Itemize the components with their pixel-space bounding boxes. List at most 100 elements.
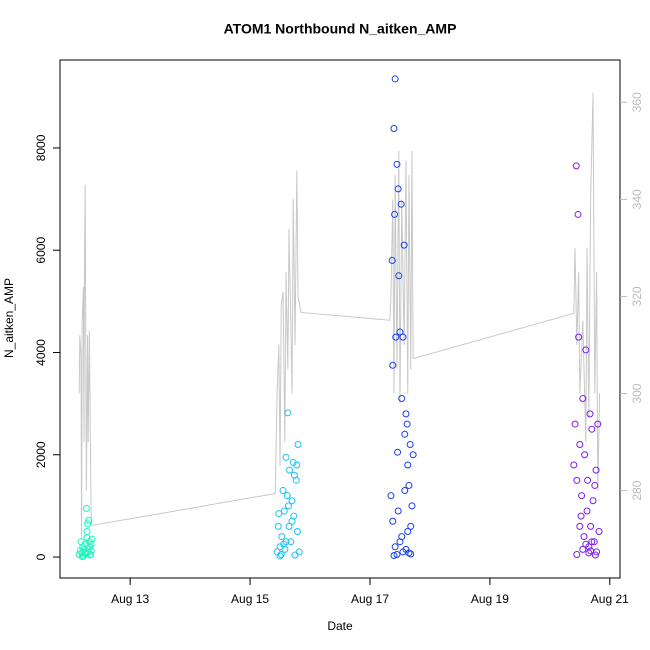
point [393, 550, 401, 558]
point [582, 540, 590, 548]
x-tick-label: Aug 19 [471, 592, 509, 606]
point [284, 502, 292, 510]
y-tick-label: 2000 [34, 441, 48, 468]
x-tick-label: Aug 21 [591, 592, 629, 606]
point [278, 533, 286, 541]
point [404, 527, 412, 535]
point [285, 522, 293, 530]
point [391, 75, 399, 83]
point [402, 410, 410, 418]
point [286, 466, 294, 474]
x-tick-label: Aug 15 [231, 592, 269, 606]
point [403, 420, 411, 428]
point [587, 522, 595, 530]
point [409, 451, 417, 459]
point [579, 545, 587, 553]
point [589, 497, 597, 505]
point [587, 547, 595, 555]
point [575, 333, 583, 341]
point [294, 441, 302, 449]
point [387, 492, 395, 500]
point [405, 481, 413, 489]
point [588, 538, 596, 546]
point [400, 241, 408, 249]
y-tick-label: 0 [34, 553, 48, 560]
point [572, 162, 580, 170]
point [284, 409, 292, 417]
point [576, 522, 584, 530]
point [287, 538, 295, 546]
point [388, 256, 396, 264]
point [399, 333, 407, 341]
point [391, 543, 399, 551]
point [585, 549, 593, 557]
point [397, 200, 405, 208]
point [573, 550, 581, 558]
point [583, 507, 591, 515]
y2-tick-label: 360 [630, 92, 644, 112]
point [592, 466, 600, 474]
point [279, 487, 287, 495]
point [85, 516, 93, 524]
point [588, 425, 596, 433]
point [280, 540, 288, 548]
point [290, 471, 298, 479]
point [401, 487, 409, 495]
point [390, 552, 398, 560]
point [577, 512, 585, 520]
point [87, 547, 95, 555]
point [84, 520, 92, 528]
point [277, 550, 285, 558]
point [591, 481, 599, 489]
point [288, 517, 296, 525]
point [574, 210, 582, 218]
point [86, 551, 94, 559]
point [293, 461, 301, 469]
y2-tick-label: 280 [630, 480, 644, 500]
point [408, 502, 416, 510]
point [389, 517, 397, 525]
plot-frame [59, 59, 621, 579]
point [82, 504, 90, 512]
point [394, 448, 402, 456]
y-tick-label: 6000 [34, 237, 48, 264]
point [586, 410, 594, 418]
y-tick-label: 4000 [34, 339, 48, 366]
point [573, 476, 581, 484]
point [594, 420, 602, 428]
point [571, 420, 579, 428]
point [398, 533, 406, 541]
point [591, 551, 599, 559]
x-tick-label: Aug 17 [351, 592, 389, 606]
point [398, 395, 406, 403]
y2-tick-label: 320 [630, 286, 644, 306]
point [276, 552, 284, 560]
point [580, 533, 588, 541]
point [391, 210, 399, 218]
point [288, 497, 296, 505]
point [584, 476, 592, 484]
point [395, 272, 403, 280]
point [393, 160, 401, 168]
y-axis-label: N_aitken_AMP [2, 278, 16, 358]
point [576, 441, 584, 449]
point [83, 527, 91, 535]
point [595, 527, 603, 535]
line [78, 92, 601, 540]
point [283, 492, 291, 500]
point [390, 125, 398, 133]
point [582, 346, 590, 354]
point [275, 510, 283, 518]
point [407, 550, 415, 558]
point [88, 535, 96, 543]
point [281, 545, 289, 553]
y2-tick-label: 300 [630, 383, 644, 403]
point [282, 453, 290, 461]
point [407, 522, 415, 530]
point [578, 492, 586, 500]
point [274, 522, 282, 530]
point [280, 507, 288, 515]
point [570, 461, 578, 469]
x-tick-label: Aug 13 [111, 592, 149, 606]
